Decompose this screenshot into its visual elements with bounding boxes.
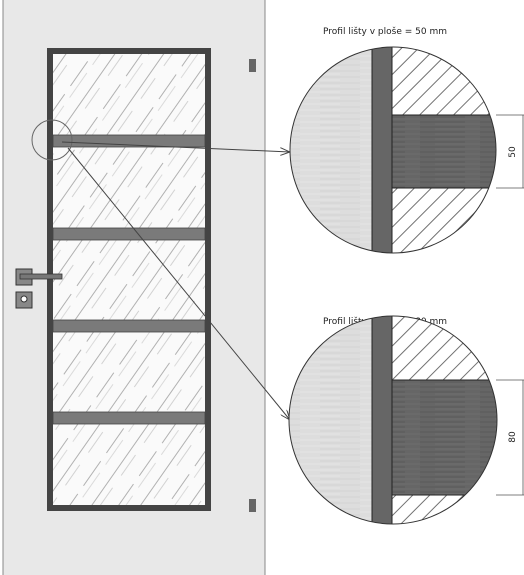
detail-section [290, 47, 496, 253]
dimension [496, 114, 524, 189]
hinge [249, 59, 256, 72]
detail-circle [288, 315, 498, 525]
detail-circle [289, 46, 497, 254]
callout-arrow [61, 141, 290, 152]
dimension [496, 379, 524, 496]
muntins [52, 134, 206, 425]
glass [53, 54, 205, 505]
dimension-label: 50 [508, 146, 518, 158]
detail-label: Profil lišty v ploše = 50 mm [323, 26, 447, 37]
handle [15, 268, 63, 309]
hinge [249, 499, 256, 512]
dimension-label: 80 [508, 431, 518, 443]
detail-section [289, 316, 497, 524]
detail-marker [31, 119, 73, 161]
callout-arrow [67, 147, 290, 420]
